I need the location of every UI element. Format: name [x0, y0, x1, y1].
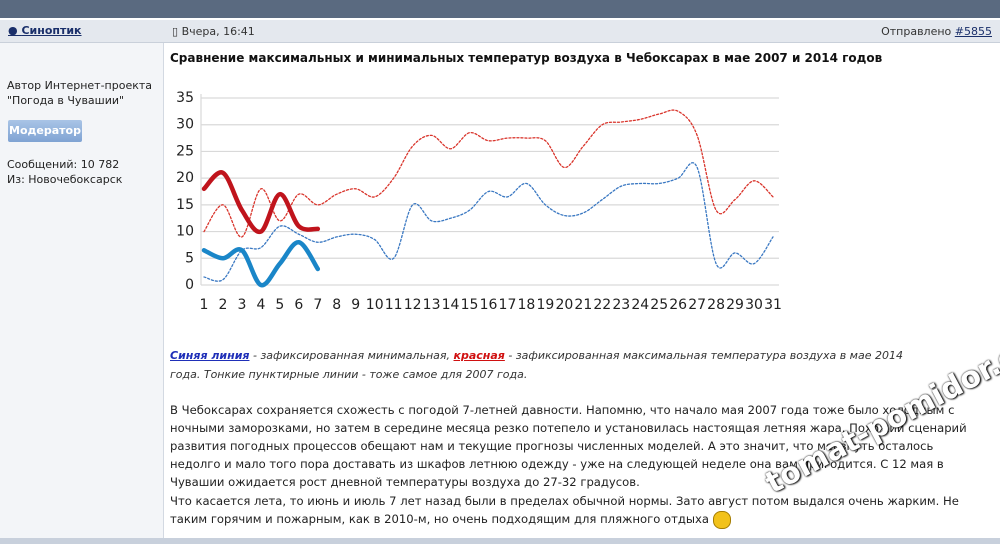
y-tick-label: 35 [176, 90, 194, 106]
x-tick-label: 31 [764, 297, 782, 313]
x-tick-label: 28 [707, 297, 725, 313]
x-tick-label: 26 [669, 297, 687, 313]
x-tick-label: 27 [688, 297, 706, 313]
author-info: Автор Интернет-проекта [7, 79, 153, 92]
x-tick-label: 9 [351, 297, 360, 313]
y-tick-label: 15 [176, 197, 194, 213]
x-tick-label: 11 [385, 297, 403, 313]
x-tick-label: 16 [480, 297, 498, 313]
date-text: Вчера, 16:41 [181, 25, 255, 38]
y-tick-label: 25 [176, 143, 194, 159]
x-tick-label: 25 [650, 297, 668, 313]
caption: Синяя линия - зафиксированная минимальна… [170, 346, 930, 384]
y-tick-label: 30 [176, 117, 194, 133]
bottom-bar [0, 538, 1000, 544]
y-tick-label: 10 [176, 224, 194, 240]
sidebar [0, 43, 164, 538]
x-tick-label: 1 [200, 297, 209, 313]
author-info: "Погода в Чувашии" [7, 94, 125, 107]
post-header [0, 20, 1000, 43]
message-count: Сообщений: 10 782 [7, 158, 120, 171]
author-link[interactable]: Синоптик [21, 24, 82, 37]
x-tick-label: 18 [518, 297, 536, 313]
x-tick-label: 8 [332, 297, 341, 313]
x-tick-label: 23 [612, 297, 630, 313]
x-tick-label: 5 [275, 297, 284, 313]
x-tick-label: 21 [574, 297, 592, 313]
y-tick-label: 20 [176, 170, 194, 186]
caption-text: - зафиксированная минимальная, [249, 349, 454, 362]
caption-red: красная [453, 349, 505, 362]
x-tick-label: 19 [536, 297, 554, 313]
role-badge: Модератор [8, 120, 82, 142]
author-name[interactable]: ● Синоптик [8, 24, 82, 37]
x-tick-label: 6 [294, 297, 303, 313]
x-tick-label: 20 [555, 297, 573, 313]
x-tick-label: 2 [219, 297, 228, 313]
x-tick-label: 12 [404, 297, 422, 313]
thick-line [201, 240, 321, 288]
y-tick-label: 0 [185, 277, 194, 293]
dotted-line [203, 162, 774, 282]
paragraph: В Чебоксарах сохраняется схожесть с пого… [170, 403, 967, 489]
x-tick-label: 3 [237, 297, 246, 313]
x-tick-label: 15 [461, 297, 479, 313]
x-tick-label: 30 [745, 297, 763, 313]
post-title: Сравнение максимальных и минимальных тем… [170, 51, 883, 65]
x-tick-label: 24 [631, 297, 649, 313]
dotted-line [203, 109, 774, 238]
post-number: Отправлено #5855 [881, 25, 992, 38]
post-date: ▯ Вчера, 16:41 [172, 25, 255, 38]
x-tick-label: 29 [726, 297, 744, 313]
x-tick-label: 4 [256, 297, 265, 313]
location: Из: Новочебоксарск [7, 173, 123, 186]
smiley [712, 510, 731, 529]
paragraph-text: Что касается лета, то июнь и июль 7 лет … [170, 494, 959, 526]
x-tick-label: 7 [313, 297, 322, 313]
x-tick-label: 14 [442, 297, 460, 313]
thick-line [201, 170, 321, 235]
post-link[interactable]: #5855 [954, 25, 992, 38]
paragraph: Что касается лета, то июнь и июль 7 лет … [170, 492, 985, 529]
x-tick-label: 10 [366, 297, 384, 313]
x-tick-label: 22 [593, 297, 611, 313]
sent-label: Отправлено [881, 25, 952, 38]
y-tick-label: 5 [185, 250, 194, 266]
caption-text: - зафиксированная максимальная температу… [170, 349, 903, 381]
x-tick-label: 13 [423, 297, 441, 313]
caption-blue: Синяя линия [170, 349, 250, 362]
top-bar [0, 0, 1000, 18]
x-tick-label: 17 [499, 297, 517, 313]
